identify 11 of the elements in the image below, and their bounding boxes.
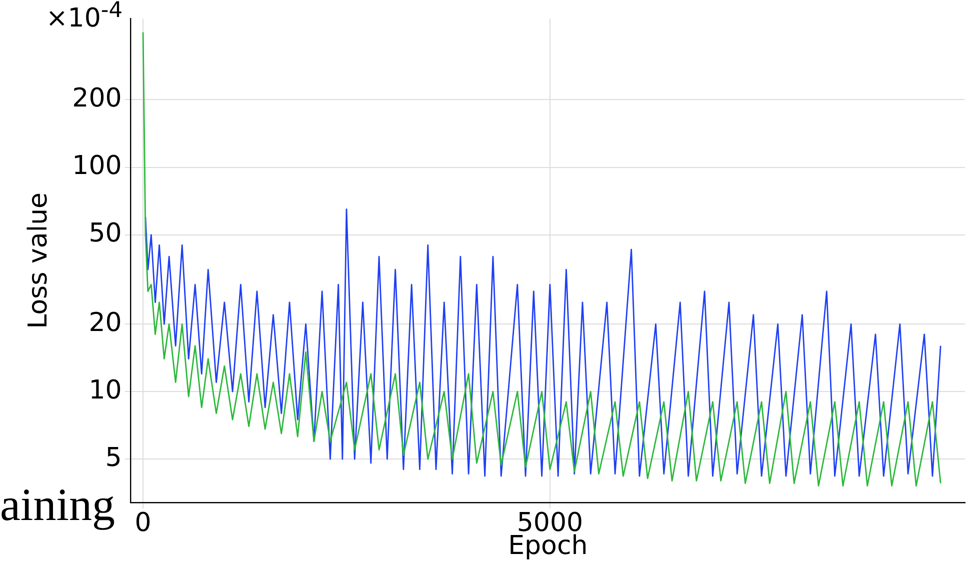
y-tick-label: 50	[88, 218, 122, 249]
y-tick-label: 5	[105, 442, 122, 473]
x-tick-label: 0	[134, 508, 152, 538]
y-tick-label: 100	[72, 151, 122, 182]
y-tick-label: 10	[88, 375, 122, 406]
y-tick-label: 200	[72, 83, 122, 114]
x-axis-title: Epoch	[508, 531, 588, 562]
y-tick-label: 20	[88, 308, 122, 338]
text: ×10$^{-4}$	[46, 0, 122, 34]
text: aining	[0, 478, 115, 531]
y-axis-title: Loss value	[23, 192, 54, 329]
